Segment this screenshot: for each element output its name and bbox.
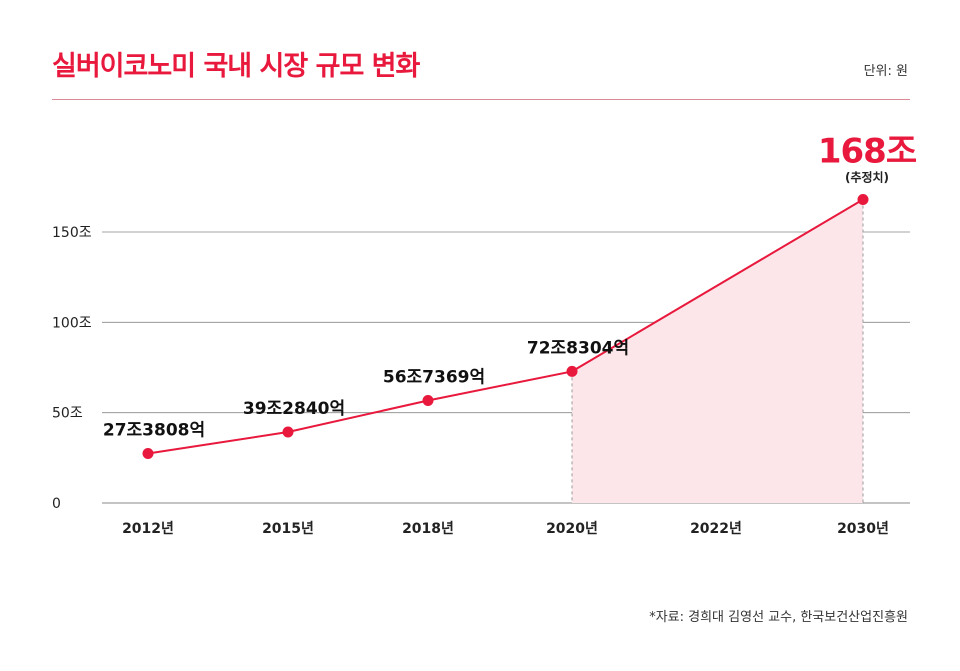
label-layer: 27조3808억 39조2840억 56조7369억 72조8304억 168조(추정치… [103,131,918,441]
axis-layer: 0 50조 100조 150조 2012년 2015년 2018년 2020년 2022년 203… [52,225,889,537]
data-label-note: (추정치) [845,169,889,184]
x-tick-label: 2020년 [546,521,598,537]
data-label: 72조8304억 [527,338,629,358]
source-note: *자료: 경희대 김영선 교수, 한국보건산업진흥원 [649,610,908,625]
x-tick-label: 2022년 [690,521,742,537]
estimate-area [572,199,863,504]
data-point [142,448,154,460]
data-point [282,426,294,438]
data-point [566,365,578,377]
x-tick-label: 2018년 [402,521,454,537]
data-point [422,394,434,406]
y-tick-label: 100조 [52,315,92,331]
point-layer [142,193,869,460]
title-divider [52,99,910,100]
data-label: 56조7369억 [383,367,485,387]
chart-title: 실버이코노미 국내 시장 규모 변화 [52,51,420,82]
data-label-highlight: 168조 [818,131,917,171]
data-label: 27조3808억 [103,421,205,441]
area-layer [571,199,864,504]
unit-label: 단위: 원 [863,64,908,79]
x-tick-label: 2015년 [262,521,314,537]
data-point [857,193,869,205]
data-label: 39조2840억 [243,399,345,419]
x-tick-label: 2012년 [122,521,174,537]
y-tick-label: 0 [52,496,61,512]
y-tick-label: 150조 [52,225,92,241]
y-tick-label: 50조 [52,406,83,422]
x-tick-label: 2030년 [837,521,889,537]
